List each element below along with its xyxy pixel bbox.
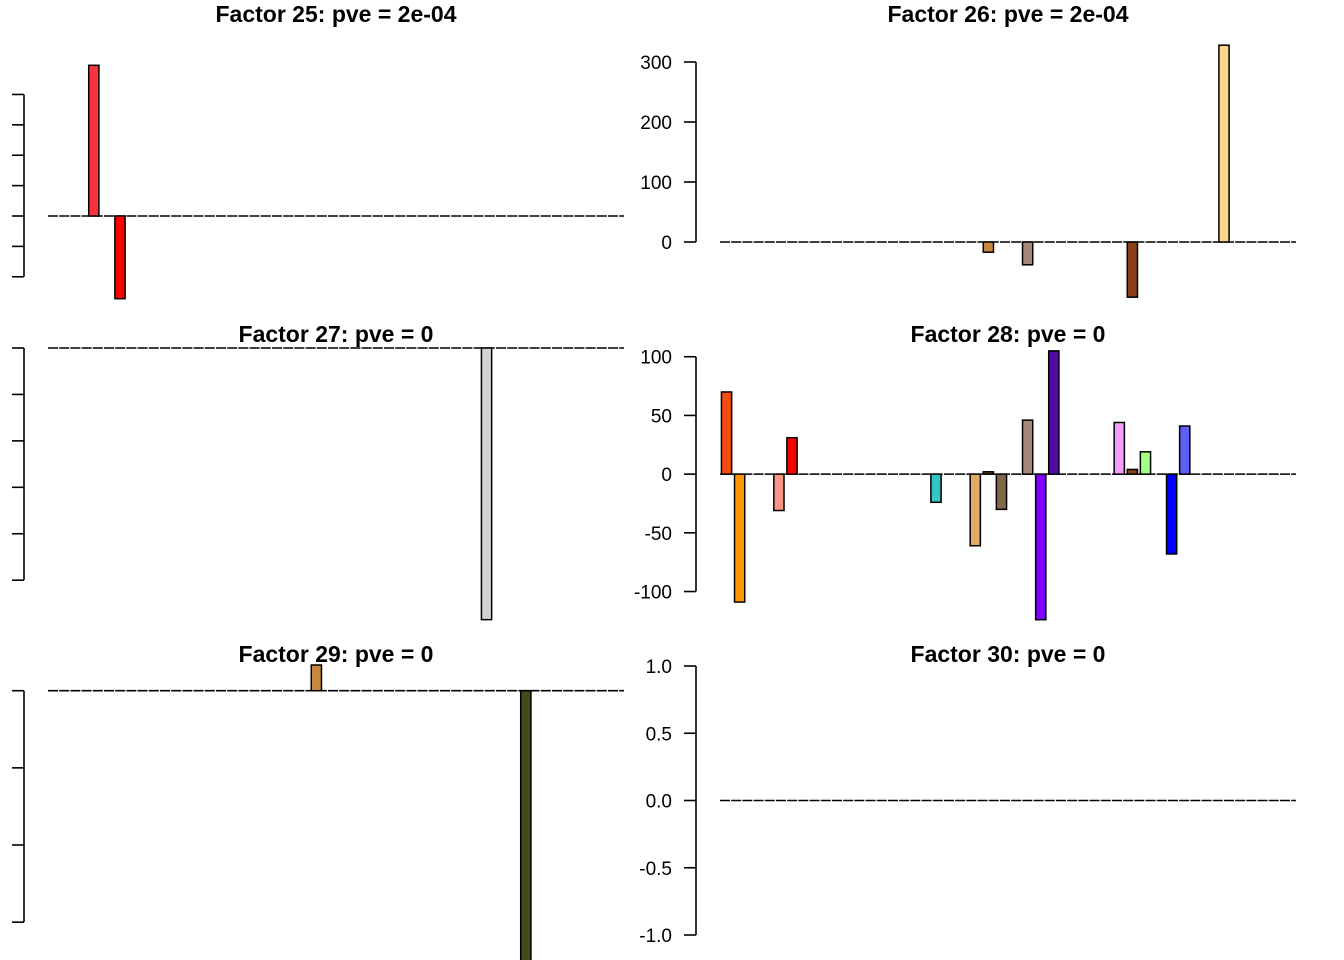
y-tick-label: 0 xyxy=(661,233,672,254)
bar xyxy=(1021,419,1034,475)
bar xyxy=(1165,473,1178,555)
panel-factor-28: Factor 28: pve = 0 -100 -50 0 50 100 xyxy=(634,321,1296,621)
bar xyxy=(114,215,126,300)
chart-title: Factor 26: pve = 2e-04 xyxy=(888,1,1129,27)
bar xyxy=(733,473,746,603)
bar xyxy=(786,436,798,475)
bar xyxy=(969,473,982,547)
y-tick-label: -50 xyxy=(645,524,672,545)
panel-factor-26: Factor 26: pve = 2e-04 0 100 200 300 xyxy=(640,1,1296,298)
y-tick-label: 200 xyxy=(640,113,672,134)
bar xyxy=(982,241,995,253)
chart-title: Factor 29: pve = 0 xyxy=(239,641,434,667)
y-tick-label: 0 xyxy=(661,465,672,486)
bar xyxy=(930,473,942,504)
bar xyxy=(1218,44,1230,243)
chart-title: Factor 25: pve = 2e-04 xyxy=(216,1,457,27)
panel-factor-27: Factor 27: pve = 0 xyxy=(12,321,624,621)
bar xyxy=(1126,241,1139,298)
bar xyxy=(1113,421,1126,475)
panel-factor-25: Factor 25: pve = 2e-04 xyxy=(12,1,624,300)
bar xyxy=(1047,350,1060,475)
y-tick-label: 100 xyxy=(640,173,672,194)
bar xyxy=(720,391,733,475)
bar xyxy=(480,347,493,621)
bar xyxy=(1034,473,1047,621)
bar xyxy=(1178,425,1191,475)
y-tick-label: 1.0 xyxy=(646,657,672,678)
y-tick-label: -100 xyxy=(634,583,672,604)
bar xyxy=(310,664,323,692)
chart-title: Factor 30: pve = 0 xyxy=(911,641,1106,667)
y-tick-label: 0.5 xyxy=(646,724,672,745)
y-tick-label: -1.0 xyxy=(639,926,672,947)
bar xyxy=(1021,241,1034,266)
bar xyxy=(1126,468,1139,475)
bar xyxy=(1139,451,1152,475)
chart-title: Factor 27: pve = 0 xyxy=(239,321,434,347)
bar xyxy=(773,473,785,512)
bar xyxy=(982,471,995,475)
bar xyxy=(995,473,1008,511)
panel-factor-30: Factor 30: pve = 0 -1.0 -0.5 0.0 0.5 1.0 xyxy=(639,641,1296,947)
panel-factor-29: Factor 29: pve = 0 xyxy=(12,641,624,960)
y-tick-label: 50 xyxy=(651,406,672,427)
y-tick-label: -0.5 xyxy=(639,859,672,880)
y-tick-label: 100 xyxy=(640,348,672,369)
y-tick-label: 0.0 xyxy=(646,792,672,813)
bar xyxy=(519,689,532,960)
bar xyxy=(87,64,100,217)
y-tick-label: 300 xyxy=(640,53,672,74)
chart-title: Factor 28: pve = 0 xyxy=(911,321,1106,347)
